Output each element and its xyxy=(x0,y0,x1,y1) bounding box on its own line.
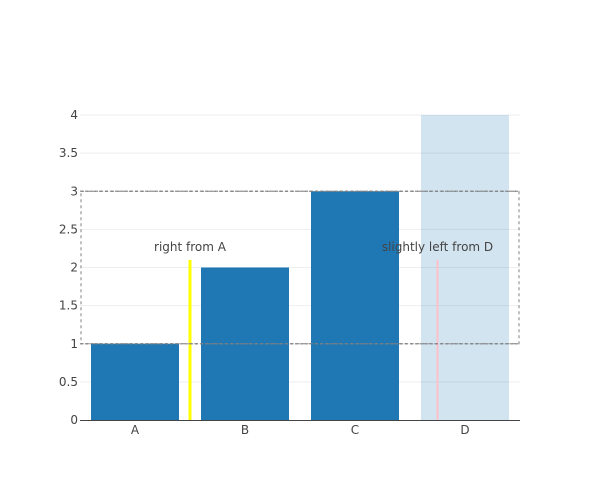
annotation-label: right from A xyxy=(154,240,227,254)
annotation-label: slightly left from D xyxy=(382,240,493,254)
y-tick-label: 1 xyxy=(70,337,78,351)
x-tick-label: D xyxy=(460,423,469,437)
bar xyxy=(91,343,179,420)
y-tick-label: 0.5 xyxy=(59,375,78,389)
y-tick-label: 3 xyxy=(70,184,78,198)
y-tick-label: 2.5 xyxy=(59,222,78,236)
highlight-rect-d xyxy=(421,115,509,420)
y-tick-label: 2 xyxy=(70,261,78,275)
highlight-shapes xyxy=(421,115,509,420)
y-tick-label: 0 xyxy=(70,413,78,427)
bar xyxy=(311,191,399,420)
y-tick-label: 3.5 xyxy=(59,146,78,160)
y-axis-ticks: 0 0.5 1 1.5 2 2.5 3 3.5 4 xyxy=(59,108,78,427)
x-tick-label: B xyxy=(241,423,249,437)
line-shapes xyxy=(80,190,520,420)
x-axis-ticks: A B C D xyxy=(131,423,470,437)
annotations: right from A slightly left from D xyxy=(154,240,493,254)
x-tick-label: A xyxy=(131,423,140,437)
y-tick-label: 1.5 xyxy=(59,299,78,313)
y-tick-label: 4 xyxy=(70,108,78,122)
x-tick-label: C xyxy=(351,423,359,437)
